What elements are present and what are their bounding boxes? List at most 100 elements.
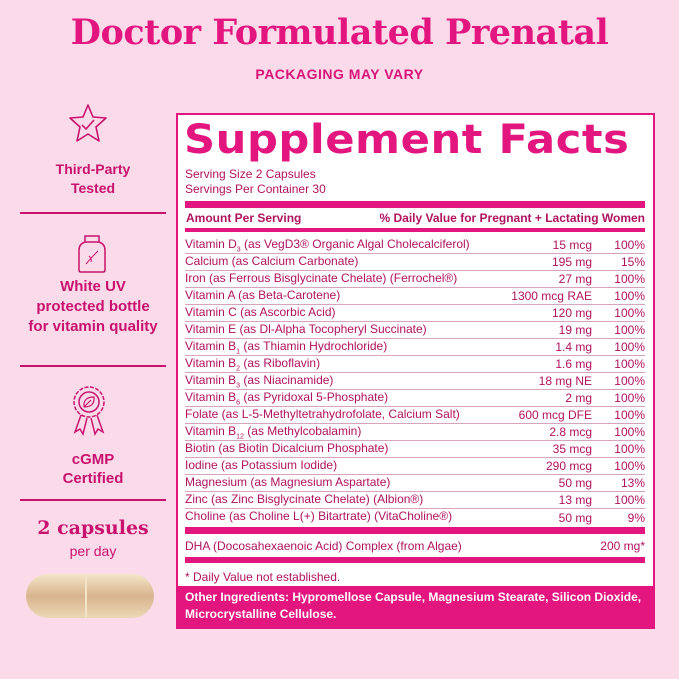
feature-label: Tested xyxy=(70,180,116,196)
nutrient-name: Iodine (as Potassium Iodide) xyxy=(185,457,338,472)
feature-label: Certified xyxy=(62,470,124,487)
dosage-per-day: per day xyxy=(69,543,117,559)
nutrient-row: Vitamin B2 (as Riboflavin) 1.6 mg 100% xyxy=(185,356,645,373)
feature-third-party: Third-Party Tested xyxy=(18,160,168,198)
nutrient-dv: 100% xyxy=(614,425,645,439)
feature-label: cGMP xyxy=(71,451,115,468)
nutrient-row: Choline (as Choline L(+) Bitartrate) (Vi… xyxy=(185,509,645,526)
nutrient-dv: 9% xyxy=(627,510,645,525)
nutrient-dv: 13% xyxy=(620,476,645,490)
other-ingredients: Other Ingredients: Hypromellose Capsule,… xyxy=(178,586,653,627)
dosage-count: 2 capsules xyxy=(37,517,149,539)
divider-bar xyxy=(185,557,645,563)
nutrient-name: Vitamin B6 (as Pyridoxal 5-Phosphate) xyxy=(185,389,389,407)
nutrient-row: Vitamin E (as Dl-Alpha Tocopheryl Succin… xyxy=(185,322,645,339)
nutrient-row: Iodine (as Potassium Iodide) 290 mcg 100% xyxy=(185,458,645,475)
nutrient-row: Vitamin B3 (as Niacinamide) 18 mg NE 100% xyxy=(185,373,645,390)
nutrient-row: Vitamin A (as Beta-Carotene) 1300 mcg RAE… xyxy=(185,288,645,305)
supplement-facts-panel: Supplement Facts Serving Size 2 Capsules… xyxy=(176,113,655,629)
nutrient-dv: 100% xyxy=(614,357,645,371)
amount-header: Amount Per Serving xyxy=(186,211,302,225)
dha-row: DHA (Docosahexaenoic Acid) Complex (from… xyxy=(185,539,645,553)
star-check-icon xyxy=(69,104,107,142)
nutrient-row: Vitamin D3 (as VegD3® Organic Algal Chol… xyxy=(185,237,645,254)
nutrient-amount: 18 mg NE xyxy=(538,374,592,388)
nutrient-row: Zinc (as Zinc Bisglycinate Chelate) (Alb… xyxy=(185,492,645,509)
feature-label: for vitamin quality xyxy=(28,318,158,335)
nutrient-amount: 1.4 mg xyxy=(555,340,592,354)
nutrient-row: Vitamin C (as Ascorbic Acid) 120 mg 100% xyxy=(185,305,645,322)
nutrient-dv: 15% xyxy=(620,255,645,269)
dv-header: % Daily Value for Pregnant + Lactating W… xyxy=(379,211,645,225)
nutrient-row: Iron (as Ferrous Bisglycinate Chelate) (… xyxy=(185,271,645,288)
feature-label: White UV xyxy=(60,278,126,295)
nutrient-row: Vitamin B1 (as Thiamin Hydrochloride) 1.4… xyxy=(185,339,645,356)
divider xyxy=(20,212,166,214)
nutrient-dv: 100% xyxy=(614,323,645,337)
nutrient-dv: 100% xyxy=(614,374,645,388)
nutrient-dv: 100% xyxy=(614,272,645,286)
nutrient-name: Choline (as Choline L(+) Bitartrate) (Vi… xyxy=(185,509,453,524)
footnote: * Daily Value not established. xyxy=(185,570,341,584)
nutrient-row: Vitamin B12 (as Methylcobalamin) 2.8 mcg 1… xyxy=(185,424,645,441)
nutrient-dv: 100% xyxy=(614,391,645,405)
nutrient-dv: 100% xyxy=(614,493,645,507)
divider-bar xyxy=(185,201,645,208)
nutrient-amount: 600 mcg DFE xyxy=(518,408,592,422)
nutrient-dv: 100% xyxy=(614,306,645,320)
feature-cgmp: cGMP Certified xyxy=(18,450,168,488)
nutrient-name: Vitamin B3 (as Niacinamide) xyxy=(185,372,334,390)
nutrient-amount: 1300 mcg RAE xyxy=(511,289,592,303)
nutrient-name: DHA (Docosahexaenoic Acid) Complex (from… xyxy=(185,539,462,553)
nutrient-amount: 15 mcg xyxy=(552,238,592,252)
divider-bar xyxy=(185,527,645,534)
nutrient-amount: 27 mg xyxy=(558,272,592,286)
nutrient-row: Biotin (as Biotin Dicalcium Phosphate) 35… xyxy=(185,441,645,458)
nutrient-amount: 2 mg xyxy=(565,391,592,405)
nutrient-amount: 200 mg* xyxy=(600,539,645,553)
nutrient-dv: 100% xyxy=(614,459,645,473)
nutrient-name: Vitamin B2 (as Riboflavin) xyxy=(185,355,321,373)
nutrient-list: Vitamin D3 (as VegD3® Organic Algal Chol… xyxy=(185,237,645,526)
divider xyxy=(20,365,166,367)
packaging-note: PACKAGING MAY VARY xyxy=(255,66,424,82)
divider-bar xyxy=(185,228,645,232)
award-ribbon-icon xyxy=(73,386,105,436)
servings-per-container: Servings Per Container 30 xyxy=(185,182,326,196)
serving-size: Serving Size 2 Capsules xyxy=(185,167,316,181)
nutrient-name: Biotin (as Biotin Dicalcium Phosphate) xyxy=(185,440,389,455)
nutrient-row: Folate (as L-5-Methyltetrahydrofolate, C… xyxy=(185,407,645,424)
nutrient-name: Vitamin E (as Dl-Alpha Tocopheryl Succin… xyxy=(185,321,427,336)
nutrient-dv: 100% xyxy=(614,238,645,252)
nutrient-amount: 50 mg xyxy=(558,510,592,525)
nutrient-name: Zinc (as Zinc Bisglycinate Chelate) (Alb… xyxy=(185,491,424,506)
nutrient-name: Calcium (as Calcium Carbonate) xyxy=(185,253,359,268)
nutrient-amount: 2.8 mcg xyxy=(549,425,592,439)
feature-label: protected bottle xyxy=(36,298,150,315)
nutrient-row: Calcium (as Calcium Carbonate) 195 mg 15% xyxy=(185,254,645,271)
nutrient-name: Vitamin D3 (as VegD3® Organic Algal Chol… xyxy=(185,236,470,254)
nutrient-name: Magnesium (as Magnesium Aspartate) xyxy=(185,474,391,489)
nutrient-dv: 100% xyxy=(614,408,645,422)
feature-uv-bottle: White UV protected bottle for vitamin qu… xyxy=(18,277,168,337)
capsule-image xyxy=(26,574,154,618)
nutrient-name: Iron (as Ferrous Bisglycinate Chelate) (… xyxy=(185,270,458,285)
supplement-facts-heading: Supplement Facts xyxy=(184,117,630,163)
divider xyxy=(20,499,166,501)
nutrient-amount: 50 mg xyxy=(558,476,592,490)
nutrient-name: Vitamin C (as Ascorbic Acid) xyxy=(185,304,336,319)
nutrient-name: Vitamin B1 (as Thiamin Hydrochloride) xyxy=(185,338,388,356)
nutrient-name: Folate (as L-5-Methyltetrahydrofolate, C… xyxy=(185,406,460,421)
nutrient-row: Magnesium (as Magnesium Aspartate) 50 mg 1… xyxy=(185,475,645,492)
feature-label: Third-Party xyxy=(55,161,131,177)
nutrient-amount: 19 mg xyxy=(558,323,592,337)
page-title: Doctor Formulated Prenatal xyxy=(70,12,609,53)
nutrient-dv: 100% xyxy=(614,289,645,303)
nutrient-amount: 35 mcg xyxy=(552,442,592,456)
nutrient-amount: 195 mg xyxy=(551,255,592,269)
nutrient-dv: 100% xyxy=(614,340,645,354)
nutrient-amount: 290 mcg xyxy=(545,459,592,473)
nutrient-amount: 13 mg xyxy=(558,493,592,507)
nutrient-row: Vitamin B6 (as Pyridoxal 5-Phosphate) 2 m… xyxy=(185,390,645,407)
column-header: Amount Per Serving % Daily Value for Pre… xyxy=(186,211,645,225)
